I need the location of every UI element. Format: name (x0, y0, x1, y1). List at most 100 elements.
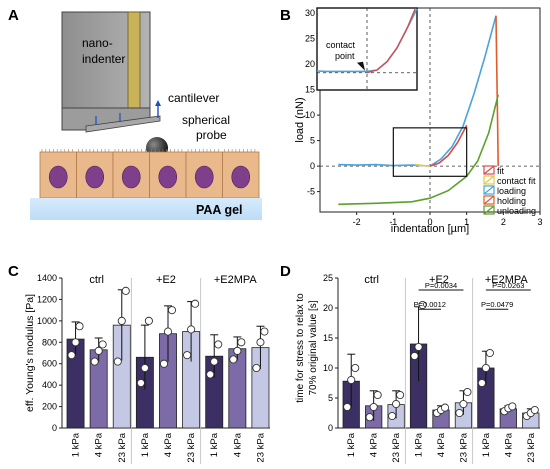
x-tick-label: 4 kPa (436, 432, 447, 457)
group-label: ctrl (364, 274, 379, 286)
data-point (347, 375, 356, 385)
inset-label-point: point (335, 51, 355, 61)
data-point (140, 363, 149, 373)
y-tick-label: 600 (42, 359, 57, 369)
data-point (144, 316, 153, 325)
x-tick-label: 23 kPa (255, 432, 266, 462)
paa-gel (30, 198, 262, 220)
data-point (418, 300, 427, 310)
x-tick-label: 23 kPa (458, 432, 469, 462)
data-point (167, 306, 177, 315)
p-value-label: P=0.0263 (492, 281, 524, 290)
x-tick-label: 23 kPa (117, 432, 128, 462)
x-tick-label: 1 kPa (140, 432, 151, 457)
chart-d-ylabel-1: time for stress to relax to (295, 293, 306, 403)
cell-nucleus (194, 165, 214, 189)
y-tick-label: -5 (307, 187, 315, 197)
y-tick-label: 5 (328, 393, 333, 403)
y-tick-label: 800 (42, 337, 57, 347)
y-tick-label: 0 (52, 423, 57, 433)
data-point (67, 351, 76, 360)
data-point (121, 286, 130, 295)
y-tick-label: 0 (328, 423, 333, 433)
cell-nucleus (121, 165, 141, 189)
data-point (388, 411, 397, 421)
cell-nucleus (231, 165, 251, 189)
x-tick-label: 23 kPa (391, 432, 402, 462)
data-point (136, 378, 145, 388)
series-unloading (338, 94, 499, 206)
y-tick-label: 30 (305, 8, 315, 18)
panel-letter-a: A (8, 7, 19, 24)
data-point (481, 363, 490, 373)
y-tick-label: 10 (305, 110, 315, 120)
data-point (459, 399, 468, 409)
data-point (530, 405, 539, 415)
data-point (455, 408, 464, 418)
data-point (159, 359, 169, 368)
data-point (229, 355, 238, 364)
data-point (351, 363, 360, 373)
chart-b-ylabel: load (nN) (294, 97, 306, 142)
legend-swatch (483, 165, 495, 175)
data-point (183, 351, 192, 360)
x-tick-label: 4 kPa (232, 432, 243, 457)
group-label: +E2 (156, 274, 176, 286)
legend-label: contact fit (497, 176, 536, 186)
inset-fit-curve (366, 8, 416, 74)
legend-swatch-line (483, 195, 495, 205)
data-point (369, 402, 378, 412)
y-tick-label: 400 (42, 380, 57, 390)
data-point (187, 325, 196, 334)
y-tick-label: 20 (305, 59, 315, 69)
data-point (260, 327, 269, 336)
data-point (373, 390, 382, 400)
data-point (252, 363, 261, 373)
panel-a: A nano- indenter cantilever spherical pr… (8, 7, 262, 220)
nanoindenter-label-1: nano- (82, 36, 113, 50)
cantilever (85, 115, 161, 133)
group-label: +E2MPA (485, 274, 529, 286)
y-tick-label: 200 (42, 402, 57, 412)
cantilever-label: cantilever (168, 91, 219, 105)
y-tick-label: 15 (305, 85, 315, 95)
x-tick-label: 1 kPa (71, 432, 82, 457)
probe-label-1: spherical (182, 113, 230, 127)
zoom-box (392, 127, 468, 177)
panel-c: C eff. Young's modulus [Pa] 0 200 400 600 80… (8, 263, 270, 468)
x-tick-label: 0 (427, 217, 432, 227)
x-tick-label: 4 kPa (163, 432, 174, 457)
cell-nucleus (48, 165, 68, 189)
data-point (392, 399, 401, 409)
cell-nucleus (85, 165, 105, 189)
series-holding (495, 15, 499, 167)
x-tick-label: 1 kPa (346, 432, 357, 457)
series-loading (338, 15, 497, 167)
inset-label-contact: contact (326, 40, 356, 50)
legend-swatch-line (483, 205, 495, 215)
data-point (98, 340, 107, 349)
data-point (414, 342, 423, 352)
y-tick-label: 0 (310, 161, 315, 171)
chart-c-ylabel: eff. Young's modulus [Pa] (24, 294, 36, 412)
y-tick-label: 25 (323, 273, 333, 283)
x-tick-label: 1 (464, 217, 469, 227)
group-label: ctrl (89, 274, 104, 286)
data-point (117, 316, 126, 325)
data-point (206, 370, 215, 379)
x-tick-label: 4 kPa (503, 432, 514, 457)
panel-d: D time for stress to relax to 70% origin… (280, 263, 540, 468)
y-tick-label: 1200 (37, 294, 57, 304)
data-point (94, 346, 103, 355)
legend-swatch-line (483, 185, 495, 195)
data-point (410, 351, 419, 361)
y-tick-label: 25 (305, 34, 315, 44)
chart-b-xlabel: indentation [µm] (391, 223, 470, 235)
x-tick-label: 1 kPa (414, 432, 425, 457)
contact-point-arrow (357, 61, 365, 71)
panel-letter-d: D (280, 263, 291, 280)
data-point (508, 402, 517, 411)
x-tick-label: -1 (389, 217, 397, 227)
p-value-label: P=0.0479 (481, 300, 513, 309)
data-point (396, 390, 405, 400)
